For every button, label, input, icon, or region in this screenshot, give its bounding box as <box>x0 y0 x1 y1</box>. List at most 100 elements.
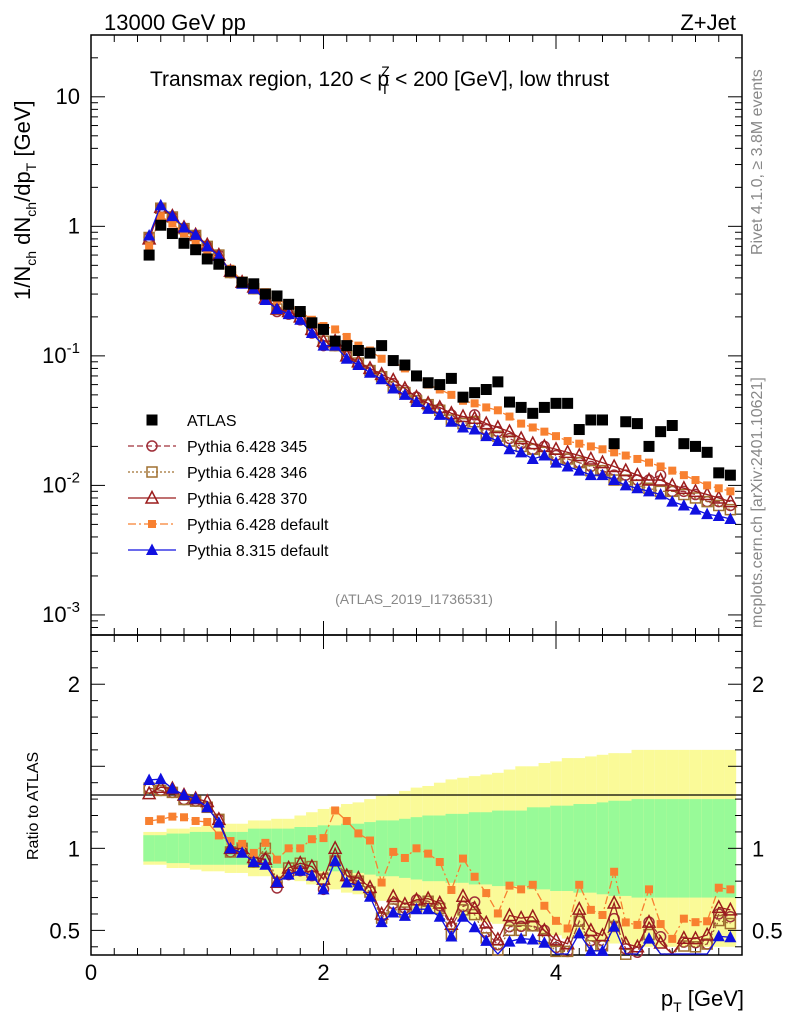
point-atlas <box>666 420 678 432</box>
point-pythia-8-315-default <box>457 420 469 433</box>
point-pythia-8-315-default <box>712 509 725 522</box>
band-inner <box>666 799 679 898</box>
band-inner <box>178 833 190 864</box>
point-atlas <box>573 424 585 436</box>
ratio-point-pythia-8-315-default <box>724 930 737 943</box>
ratio-point-pythia-6-428-370 <box>525 908 540 923</box>
ratio-point-pythia-6-428-default <box>726 885 735 894</box>
point-pythia-8-315-default <box>491 434 504 447</box>
point-atlas <box>597 414 608 426</box>
ratio-point-pythia-8-315-default <box>538 936 551 948</box>
point-atlas <box>225 265 236 277</box>
band-inner <box>422 815 434 882</box>
point-atlas <box>387 355 399 367</box>
ratio-point-pythia-6-428-default <box>400 853 409 862</box>
point-pythia-8-315-default <box>317 339 330 351</box>
point-pythia-6-428-370 <box>548 441 564 456</box>
band-inner <box>689 799 702 898</box>
point-pythia-8-315-default <box>166 209 179 222</box>
point-pythia-6-428-default <box>168 219 177 228</box>
ratio-point-pythia-8-315-default <box>584 944 597 956</box>
ratio-point-pythia-6-428-default <box>389 847 398 856</box>
point-pythia-6-428-default <box>482 403 491 412</box>
point-pythia-6-428-default <box>552 432 560 441</box>
ratio-point-pythia-8-315-default <box>305 869 318 881</box>
ratio-y-tick-label-right: 0.5 <box>752 918 783 943</box>
point-pythia-6-428-default <box>621 451 630 460</box>
ratio-point-pythia-8-315-default <box>433 910 446 922</box>
point-pythia-8-315-default <box>433 408 446 420</box>
ratio-point-pythia-6-428-370 <box>502 907 517 922</box>
legend-marker-pythia-8-315-default <box>146 543 158 555</box>
point-pythia-8-315-default <box>596 468 609 481</box>
ratio-point-pythia-6-428-default <box>528 880 537 889</box>
point-atlas <box>690 440 701 452</box>
point-pythia-6-428-370 <box>479 415 494 430</box>
point-pythia-6-428-370 <box>595 454 610 469</box>
plot-title: Transmax region, 120 < pZ T < 200 [GeV], … <box>150 63 609 97</box>
ratio-point-pythia-6-428-default <box>214 831 223 840</box>
ratio-point-pythia-6-428-default <box>435 858 444 867</box>
point-atlas <box>201 253 213 265</box>
point-pythia-6-428-default <box>180 229 188 238</box>
ratio-point-pythia-8-315-default <box>468 920 481 933</box>
point-pythia-6-428-default <box>656 462 665 471</box>
ratio-point-pythia-6-428-370 <box>560 935 575 950</box>
header-right: Z+Jet <box>680 10 736 35</box>
ratio-point-pythia-6-428-346 <box>573 915 585 928</box>
ratio-y-tick-label: 0.5 <box>49 918 80 943</box>
band-inner <box>701 799 713 898</box>
point-atlas <box>713 467 725 479</box>
ratio-point-pythia-8-315-default <box>387 906 400 918</box>
ratio-point-pythia-6-428-346 <box>527 920 539 932</box>
y-tick-label: 10-2 <box>42 469 80 497</box>
point-pythia-6-428-default <box>145 242 154 251</box>
point-atlas <box>190 244 202 256</box>
band-inner <box>596 802 609 895</box>
point-pythia-6-428-345 <box>468 409 481 421</box>
point-pythia-6-428-370 <box>525 435 540 450</box>
band-inner <box>526 807 539 890</box>
ratio-point-pythia-8-315-default <box>596 944 609 956</box>
point-pythia-8-315-default <box>352 358 365 371</box>
ratio-point-pythia-8-315-default <box>526 933 539 945</box>
ratio-point-pythia-8-315-default <box>178 788 190 801</box>
ratio-point-pythia-8-315-default <box>573 926 586 939</box>
legend-marker-atlas <box>146 414 158 426</box>
band-inner <box>189 831 202 865</box>
ratio-point-pythia-6-428-default <box>668 934 677 943</box>
point-atlas <box>283 298 295 310</box>
band-inner <box>352 823 365 873</box>
point-atlas <box>236 276 248 288</box>
point-atlas <box>306 317 318 329</box>
x-tick-label: 4 <box>550 960 562 985</box>
band-inner <box>561 805 574 891</box>
band-inner <box>247 828 260 869</box>
point-pythia-8-315-default <box>584 468 597 481</box>
band-inner <box>271 828 283 869</box>
point-atlas <box>445 372 457 384</box>
point-pythia-6-428-default <box>331 325 340 334</box>
band-inner <box>306 827 318 870</box>
band-inner <box>317 825 330 872</box>
ratio-point-pythia-8-315-default <box>259 858 272 870</box>
ratio-line-pythia-6-428-370 <box>148 786 731 955</box>
point-atlas <box>550 397 562 409</box>
point-pythia-6-428-default <box>691 476 700 485</box>
band-inner <box>213 831 225 865</box>
point-pythia-8-315-default <box>468 423 481 435</box>
ratio-point-pythia-8-315-default <box>457 910 469 922</box>
ratio-point-pythia-6-428-370 <box>583 922 599 937</box>
analysis-id: (ATLAS_2019_I1736531) <box>335 591 493 607</box>
legend-marker-pythia-6-428-345 <box>146 440 158 452</box>
point-pythia-8-315-default <box>677 498 690 511</box>
ratio-point-pythia-6-428-346 <box>689 941 702 953</box>
ratio-point-pythia-6-428-default <box>145 816 154 825</box>
point-atlas <box>294 306 306 318</box>
ratio-point-pythia-6-428-default <box>203 817 212 826</box>
point-pythia-6-428-370 <box>583 450 599 465</box>
ratio-point-pythia-6-428-default <box>493 909 502 918</box>
y-tick-label: 1 <box>68 213 80 238</box>
rivet-label: Rivet 4.1.0, ≥ 3.8M events <box>749 69 766 255</box>
